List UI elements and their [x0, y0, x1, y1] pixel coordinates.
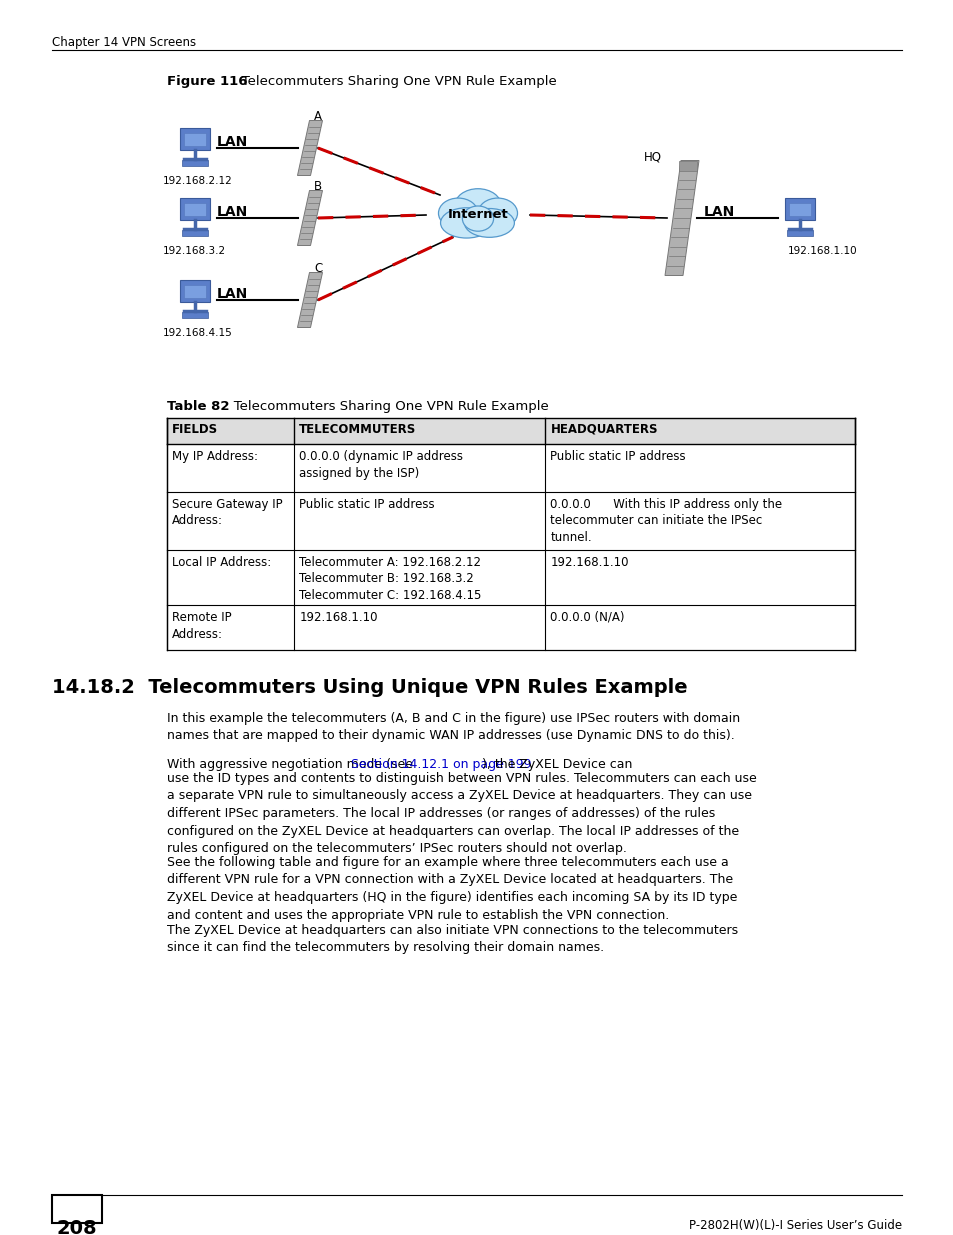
- Text: 0.0.0.0 (dynamic IP address
assigned by the ISP): 0.0.0.0 (dynamic IP address assigned by …: [299, 450, 463, 479]
- Text: TELECOMMUTERS: TELECOMMUTERS: [299, 424, 416, 436]
- Ellipse shape: [438, 198, 477, 228]
- Text: 192.168.1.10: 192.168.1.10: [299, 611, 377, 624]
- FancyBboxPatch shape: [180, 128, 210, 151]
- Text: C: C: [314, 262, 322, 275]
- Text: LAN: LAN: [216, 205, 248, 219]
- Ellipse shape: [455, 189, 501, 224]
- FancyBboxPatch shape: [788, 203, 810, 216]
- Bar: [167, 417, 854, 445]
- FancyBboxPatch shape: [182, 312, 208, 317]
- FancyBboxPatch shape: [182, 231, 208, 236]
- Polygon shape: [664, 161, 699, 275]
- Text: Remote IP
Address:: Remote IP Address:: [172, 611, 232, 641]
- Text: 192.168.3.2: 192.168.3.2: [163, 246, 226, 256]
- Text: Section 14.12.1 on page 199: Section 14.12.1 on page 199: [351, 758, 531, 771]
- Polygon shape: [297, 273, 322, 327]
- Text: In this example the telecommuters (A, B and C in the figure) use IPSec routers w: In this example the telecommuters (A, B …: [167, 713, 740, 742]
- FancyBboxPatch shape: [184, 284, 206, 298]
- Text: B: B: [314, 180, 322, 193]
- Polygon shape: [297, 190, 322, 246]
- FancyBboxPatch shape: [784, 198, 814, 220]
- Text: My IP Address:: My IP Address:: [172, 450, 257, 463]
- Text: 192.168.4.15: 192.168.4.15: [163, 329, 233, 338]
- Text: HQ: HQ: [643, 149, 661, 163]
- Text: 14.18.2  Telecommuters Using Unique VPN Rules Example: 14.18.2 Telecommuters Using Unique VPN R…: [52, 678, 687, 697]
- Text: Telecommuters Sharing One VPN Rule Example: Telecommuters Sharing One VPN Rule Examp…: [229, 75, 557, 88]
- Text: See the following table and figure for an example where three telecommuters each: See the following table and figure for a…: [167, 856, 737, 921]
- Text: LAN: LAN: [703, 205, 735, 219]
- FancyBboxPatch shape: [184, 203, 206, 216]
- Text: 192.168.1.10: 192.168.1.10: [787, 246, 857, 256]
- Ellipse shape: [462, 206, 493, 231]
- Text: With aggressive negotiation mode (see: With aggressive negotiation mode (see: [167, 758, 416, 771]
- Text: 192.168.1.10: 192.168.1.10: [550, 556, 628, 569]
- Text: Secure Gateway IP
Address:: Secure Gateway IP Address:: [172, 498, 282, 527]
- Ellipse shape: [464, 209, 514, 237]
- Polygon shape: [297, 121, 322, 175]
- Text: 0.0.0.0 (N/A): 0.0.0.0 (N/A): [550, 611, 624, 624]
- Text: Telecommuters Sharing One VPN Rule Example: Telecommuters Sharing One VPN Rule Examp…: [221, 400, 548, 412]
- Text: 208: 208: [56, 1219, 97, 1235]
- Text: use the ID types and contents to distinguish between VPN rules. Telecommuters ca: use the ID types and contents to disting…: [167, 772, 756, 855]
- Ellipse shape: [440, 207, 492, 238]
- Ellipse shape: [477, 198, 517, 228]
- FancyBboxPatch shape: [180, 280, 210, 303]
- Text: The ZyXEL Device at headquarters can also initiate VPN connections to the teleco: The ZyXEL Device at headquarters can als…: [167, 924, 738, 955]
- Text: Internet: Internet: [447, 209, 508, 221]
- Text: Figure 116: Figure 116: [167, 75, 247, 88]
- Text: FIELDS: FIELDS: [172, 424, 218, 436]
- Text: 192.168.2.12: 192.168.2.12: [163, 177, 233, 186]
- Text: Chapter 14 VPN Screens: Chapter 14 VPN Screens: [52, 36, 196, 49]
- Text: LAN: LAN: [216, 135, 248, 149]
- Text: P-2802H(W)(L)-I Series User’s Guide: P-2802H(W)(L)-I Series User’s Guide: [688, 1219, 901, 1233]
- Text: ), the ZyXEL Device can: ), the ZyXEL Device can: [482, 758, 632, 771]
- FancyBboxPatch shape: [184, 132, 206, 146]
- FancyBboxPatch shape: [182, 161, 208, 165]
- Text: Public static IP address: Public static IP address: [299, 498, 435, 511]
- Text: 0.0.0.0      With this IP address only the
telecommuter can initiate the IPSec
t: 0.0.0.0 With this IP address only the te…: [550, 498, 781, 543]
- Text: Table 82: Table 82: [167, 400, 230, 412]
- Bar: [52, 1195, 102, 1223]
- Text: LAN: LAN: [216, 287, 248, 301]
- Text: Local IP Address:: Local IP Address:: [172, 556, 271, 569]
- Text: Public static IP address: Public static IP address: [550, 450, 685, 463]
- Text: A: A: [314, 110, 322, 124]
- Polygon shape: [679, 161, 697, 170]
- FancyBboxPatch shape: [180, 198, 210, 220]
- FancyBboxPatch shape: [786, 231, 812, 236]
- Text: HEADQUARTERS: HEADQUARTERS: [550, 424, 658, 436]
- Text: Telecommuter A: 192.168.2.12
Telecommuter B: 192.168.3.2
Telecommuter C: 192.168: Telecommuter A: 192.168.2.12 Telecommute…: [299, 556, 481, 601]
